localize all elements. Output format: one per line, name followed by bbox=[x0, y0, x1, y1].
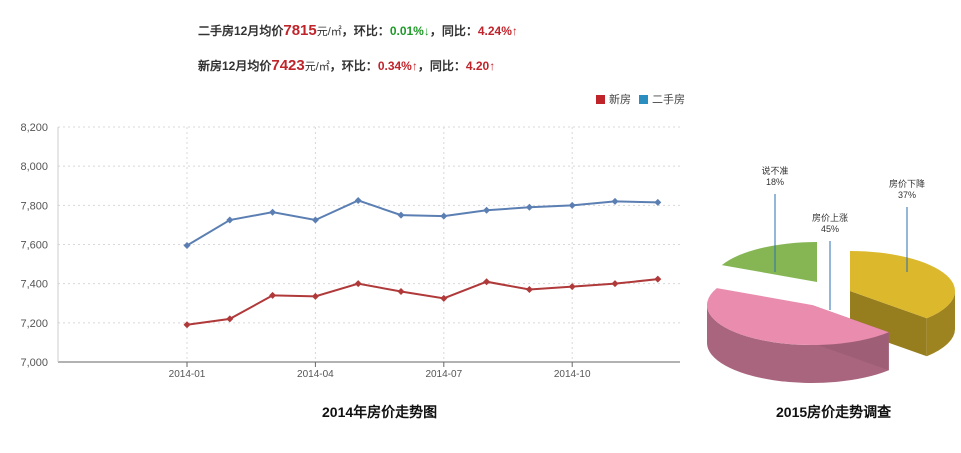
series-line-new bbox=[186, 278, 658, 326]
pie-slice-side bbox=[850, 291, 927, 357]
x-tick-label: 2014-07 bbox=[425, 369, 462, 380]
data-point-new[interactable] bbox=[568, 283, 576, 291]
new-yoy-value: 4.20↑ bbox=[465, 59, 496, 73]
data-point-new[interactable] bbox=[611, 280, 619, 288]
used-price-label: 二手房12月均价 bbox=[198, 24, 284, 38]
data-point-new[interactable] bbox=[354, 280, 362, 288]
data-point-used[interactable] bbox=[226, 216, 234, 224]
data-point-used[interactable] bbox=[354, 196, 362, 204]
pie-slice-side bbox=[926, 291, 955, 357]
new-mom-label: ，环比： bbox=[329, 59, 378, 73]
y-tick-label: 7,200 bbox=[20, 318, 48, 330]
data-point-new[interactable] bbox=[397, 288, 405, 295]
pie-label-name: 房价下降 bbox=[889, 178, 925, 189]
used-price-value: 7815 bbox=[283, 22, 317, 39]
data-point-used[interactable] bbox=[311, 216, 319, 224]
data-point-new[interactable] bbox=[483, 278, 491, 286]
data-point-new[interactable] bbox=[654, 275, 662, 283]
pie-label-name: 房价上涨 bbox=[812, 212, 848, 223]
data-point-new[interactable] bbox=[440, 294, 448, 302]
y-tick-label: 7,000 bbox=[20, 357, 48, 369]
pie-slice-side bbox=[707, 305, 889, 383]
data-point-used[interactable] bbox=[654, 198, 662, 206]
chart-legend: 新房 二手房 bbox=[596, 91, 693, 107]
used-price-unit: 元/㎡ bbox=[316, 26, 342, 38]
data-point-used[interactable] bbox=[269, 208, 277, 216]
legend-item-new[interactable]: 新房 bbox=[596, 91, 631, 107]
new-price-label: 新房12月均价 bbox=[198, 59, 272, 73]
pie-chart-title: 2015房价走势调查 bbox=[776, 404, 892, 420]
data-point-used[interactable] bbox=[525, 203, 533, 211]
data-point-new[interactable] bbox=[269, 291, 277, 299]
x-tick-label: 2014-04 bbox=[297, 369, 334, 380]
y-tick-label: 7,400 bbox=[20, 279, 48, 291]
data-point-new[interactable] bbox=[183, 321, 191, 329]
new-mom-value: 0.34%↑ bbox=[377, 59, 418, 73]
legend-swatch-new bbox=[596, 94, 605, 104]
data-point-new[interactable] bbox=[525, 286, 533, 294]
used-yoy-label: ，同比： bbox=[429, 24, 478, 38]
used-mom-label: ，环比： bbox=[341, 24, 390, 38]
pie-slice[interactable] bbox=[850, 251, 955, 319]
line-chart-title: 2014年房价走势图 bbox=[322, 404, 438, 420]
data-point-used[interactable] bbox=[611, 197, 619, 205]
pie-slice[interactable] bbox=[721, 242, 817, 282]
x-tick-label: 2014-01 bbox=[169, 369, 206, 380]
legend-swatch-used bbox=[639, 94, 648, 104]
used-mom-value: 0.01%↓ bbox=[389, 24, 430, 38]
new-yoy-label: ，同比： bbox=[417, 59, 466, 73]
data-point-used[interactable] bbox=[440, 212, 448, 220]
y-tick-label: 7,800 bbox=[20, 200, 48, 212]
legend-label-new: 新房 bbox=[609, 94, 631, 106]
pie-label-name: 说不准 bbox=[761, 165, 788, 176]
pie-label-pct: 45% bbox=[821, 224, 839, 234]
y-tick-label: 8,200 bbox=[20, 122, 48, 134]
data-point-used[interactable] bbox=[183, 241, 191, 249]
y-tick-label: 7,600 bbox=[20, 240, 48, 252]
x-tick-label: 2014-10 bbox=[554, 369, 591, 380]
new-price-value: 7423 bbox=[271, 57, 305, 74]
legend-item-used[interactable]: 二手房 bbox=[639, 91, 685, 107]
data-point-used[interactable] bbox=[483, 206, 491, 214]
y-tick-label: 8,000 bbox=[20, 161, 48, 173]
used-house-stats: 二手房12月均价7815元/㎡，环比：0.01%↓，同比：4.24%↑ bbox=[198, 22, 518, 39]
pie-label-pct: 18% bbox=[766, 177, 784, 187]
data-point-new[interactable] bbox=[311, 292, 319, 300]
pie-slice[interactable] bbox=[707, 288, 889, 345]
data-point-new[interactable] bbox=[226, 315, 234, 323]
data-point-used[interactable] bbox=[568, 201, 576, 209]
legend-label-used: 二手房 bbox=[652, 94, 685, 106]
series-line-used bbox=[186, 199, 658, 247]
data-point-used[interactable] bbox=[397, 211, 405, 219]
used-yoy-value: 4.24%↑ bbox=[477, 24, 518, 38]
pie-label-pct: 37% bbox=[898, 190, 916, 200]
new-house-stats: 新房12月均价7423元/㎡，环比：0.34%↑，同比：4.20↑ bbox=[198, 57, 495, 74]
new-price-unit: 元/㎡ bbox=[304, 61, 330, 73]
